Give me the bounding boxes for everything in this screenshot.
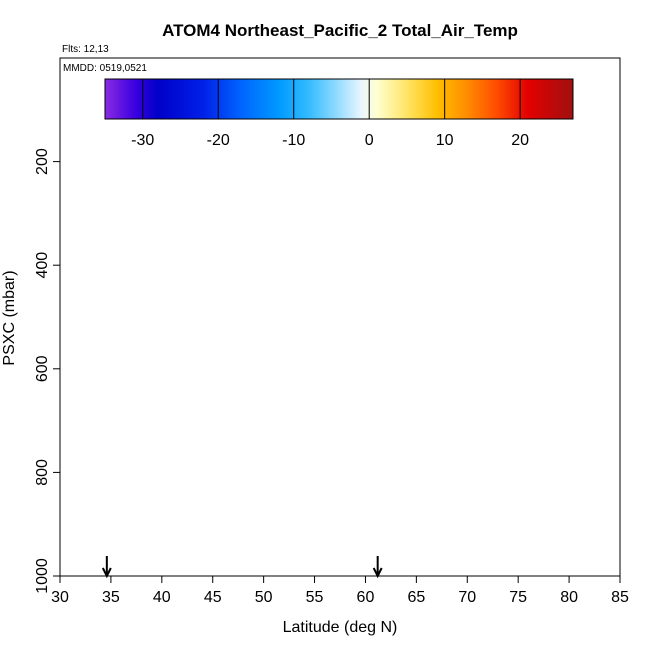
x-tick-label: 70 bbox=[458, 589, 476, 606]
x-axis-label: Latitude (deg N) bbox=[283, 619, 398, 636]
colorbar bbox=[104, 78, 574, 120]
y-tick-label: 200 bbox=[34, 148, 51, 175]
y-tick-label: 800 bbox=[34, 459, 51, 486]
x-tick-label: 35 bbox=[102, 589, 120, 606]
y-tick-label: 1000 bbox=[34, 558, 51, 594]
x-tick-label: 55 bbox=[306, 589, 324, 606]
colorbar-tick-label: -20 bbox=[207, 132, 230, 149]
colorbar-tick-label: -10 bbox=[282, 132, 305, 149]
x-tick-label: 65 bbox=[407, 589, 425, 606]
x-tick-label: 40 bbox=[153, 589, 171, 606]
launch-markers bbox=[101, 556, 383, 579]
flight-track-line bbox=[111, 158, 589, 575]
x-tick-label: 85 bbox=[611, 589, 629, 606]
colorbar-tick-label: 20 bbox=[511, 132, 529, 149]
x-tick-label: 60 bbox=[357, 589, 375, 606]
x-tick-label: 45 bbox=[204, 589, 222, 606]
colorbar-ticks: -30 -20 -10 0 10 20 bbox=[131, 79, 529, 149]
flights-label: Flts: 12,13 bbox=[62, 44, 109, 55]
colorbar-tick-label: -30 bbox=[131, 132, 154, 149]
chart-title: ATOM4 Northeast_Pacific_2 Total_Air_Temp bbox=[162, 21, 518, 40]
dates-label: MMDD: 0519,0521 bbox=[63, 63, 147, 74]
y-tick-label: 600 bbox=[34, 355, 51, 382]
x-axis: 30 35 40 45 50 55 60 65 70 75 80 85 bbox=[51, 576, 629, 606]
x-tick-label: 30 bbox=[51, 589, 69, 606]
x-tick-label: 75 bbox=[509, 589, 527, 606]
y-tick-label: 400 bbox=[34, 252, 51, 279]
y-axis: 200 400 600 800 1000 bbox=[34, 148, 60, 594]
y-axis-label: PSXC (mbar) bbox=[1, 270, 18, 365]
colorbar-tick-label: 0 bbox=[365, 132, 374, 149]
colorbar-tick-label: 10 bbox=[436, 132, 454, 149]
x-tick-label: 80 bbox=[560, 589, 578, 606]
plot-frame bbox=[59, 57, 621, 577]
x-tick-label: 50 bbox=[255, 589, 273, 606]
flight-track bbox=[111, 158, 589, 575]
